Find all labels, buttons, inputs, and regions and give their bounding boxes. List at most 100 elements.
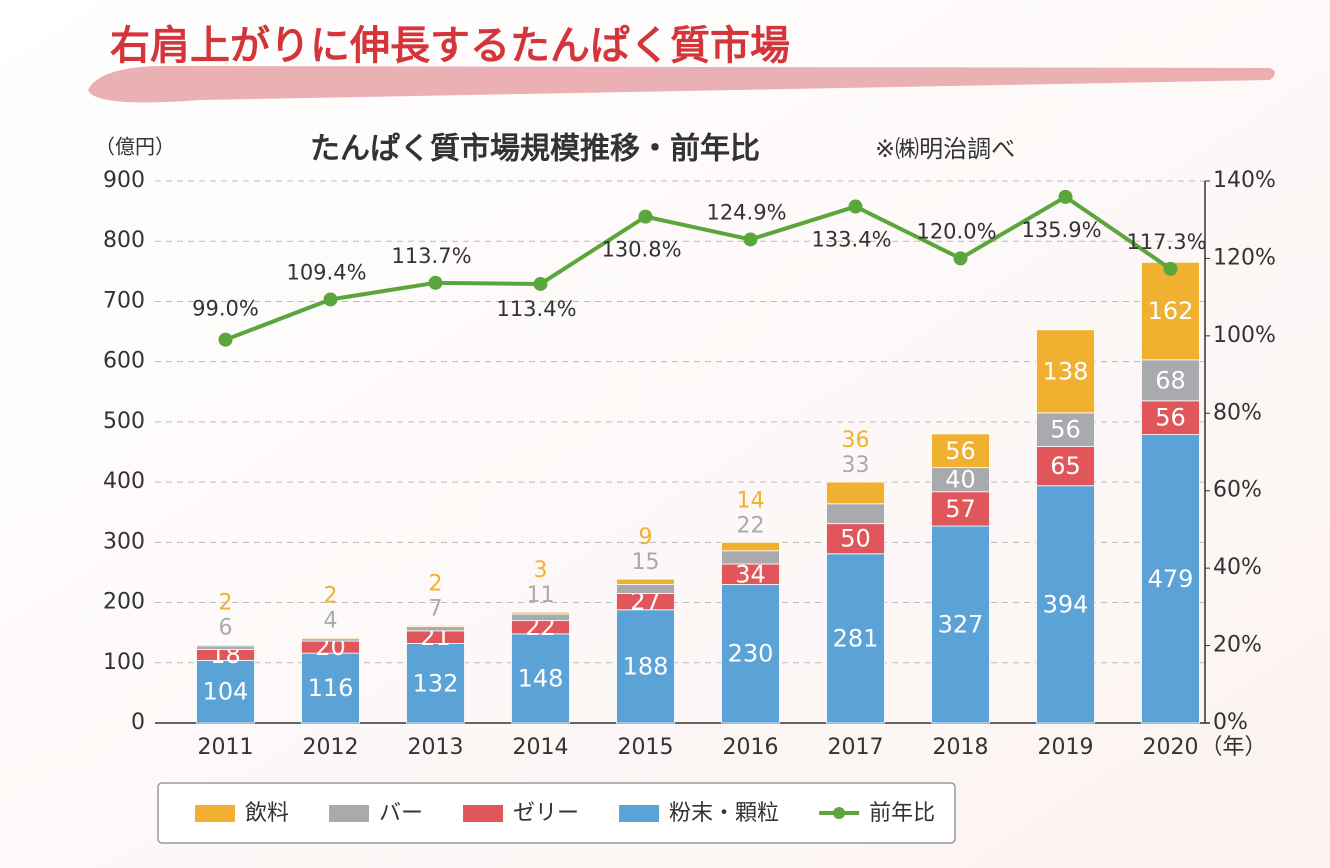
bar-segment [406,626,465,632]
y-axis-unit: （億円） [95,135,175,159]
line-point [953,251,968,266]
line-point [218,332,233,347]
line-point [848,199,863,214]
chart-title: たんぱく質市場規模推移・前年比 [310,132,760,167]
legend-swatch [195,805,235,822]
line-label: 133.4% [811,228,891,252]
x-tick-label: 2019 [1038,735,1094,760]
bar-segment [301,652,360,724]
x-tick-label: 2020 [1143,735,1199,760]
line-label: 113.7% [391,244,471,268]
bar-segment [1141,434,1200,724]
y2-tick-label: 40% [1213,555,1262,580]
line-label: 117.3% [1126,230,1206,254]
x-tick-label: 2015 [618,735,674,760]
y-tick-label: 600 [103,349,145,374]
data-label: 11 [527,583,555,608]
data-label: 148 [518,664,564,692]
line-label: 135.9% [1021,218,1101,242]
legend-swatch [619,805,660,822]
x-tick-label: 2014 [513,735,569,760]
data-label: 68 [1155,366,1186,394]
y2-tick-label: 120% [1213,245,1276,270]
y-tick-label: 0 [131,710,145,735]
legend-dot [833,807,846,819]
data-label: 22 [737,513,765,538]
bar-segment [196,644,255,647]
bar-segment [616,609,675,724]
data-label: 479 [1148,565,1194,593]
y2-tick-label: 20% [1213,633,1262,658]
line [224,194,1172,342]
y2-tick-label: 100% [1213,323,1276,348]
bar-segment [826,503,885,525]
y-tick-label: 400 [103,469,145,494]
legend-item: バー [329,801,423,826]
bar-segment [196,659,255,724]
x-tick-label: 2012 [303,735,359,760]
line-label: 113.4% [496,297,576,321]
data-label: 4 [324,608,338,633]
legend-box [157,782,956,844]
bar-segment [1036,329,1095,414]
y-tick-label: 300 [103,529,145,554]
data-label: 394 [1043,590,1089,618]
y-tick-label: 900 [103,168,145,193]
data-label: 34 [735,560,766,588]
y2-tick-label: 80% [1213,400,1262,425]
legend-swatch [463,805,504,822]
data-label: 9 [639,525,653,550]
data-label: 281 [833,624,879,652]
legend-label: 粉末・顆粒 [669,801,779,826]
bar-segment [721,584,780,724]
source-note: ※㈱明治調べ [875,135,1015,163]
line-point [638,209,653,224]
data-label: 162 [1148,297,1194,325]
line-point [428,275,443,290]
x-axis-unit: （年） [1201,735,1267,760]
y2-tick-label: 140% [1213,168,1276,193]
bar-segment [511,611,570,615]
legend-item: 粉末・顆粒 [619,801,779,826]
line-point [1058,189,1073,204]
data-label: 2 [324,583,338,608]
data-label: 3 [534,558,548,583]
bar-segment [511,633,570,724]
legend-label: 前年比 [869,801,935,826]
legend-item: 前年比 [819,801,935,826]
data-label: 7 [429,596,443,621]
x-tick-label: 2011 [198,735,254,760]
line-label: 130.8% [601,238,681,262]
title-underline [88,65,1275,103]
bar-segment [301,637,360,640]
y-tick-label: 500 [103,409,145,434]
data-label: 56 [1050,416,1081,444]
bar-segment [721,541,780,552]
data-label: 230 [728,640,774,668]
y-tick-label: 200 [103,590,145,615]
bar-segment [1141,359,1200,402]
x-tick-label: 2013 [408,735,464,760]
bar-segment [931,433,990,469]
data-label: 56 [945,437,976,465]
line-label: 99.0% [192,297,259,321]
data-label: 132 [413,669,459,697]
bar-segment [931,491,990,527]
data-label: 6 [219,616,233,641]
data-label: 14 [737,488,765,513]
y2-tick-label: 0% [1213,710,1248,735]
bar-segment [1141,261,1200,361]
bar-segment [616,584,675,594]
legend-label: ゼリー [513,801,579,826]
line-label: 124.9% [706,200,786,224]
y2-tick-label: 60% [1213,478,1262,503]
bar-segment [1036,412,1095,447]
y-tick-label: 800 [103,228,145,253]
line-point [743,232,758,247]
line-point [533,276,548,291]
data-label: 33 [842,453,870,478]
bar-segment [826,523,885,555]
data-label: 15 [632,550,660,575]
x-tick-label: 2018 [933,735,989,760]
